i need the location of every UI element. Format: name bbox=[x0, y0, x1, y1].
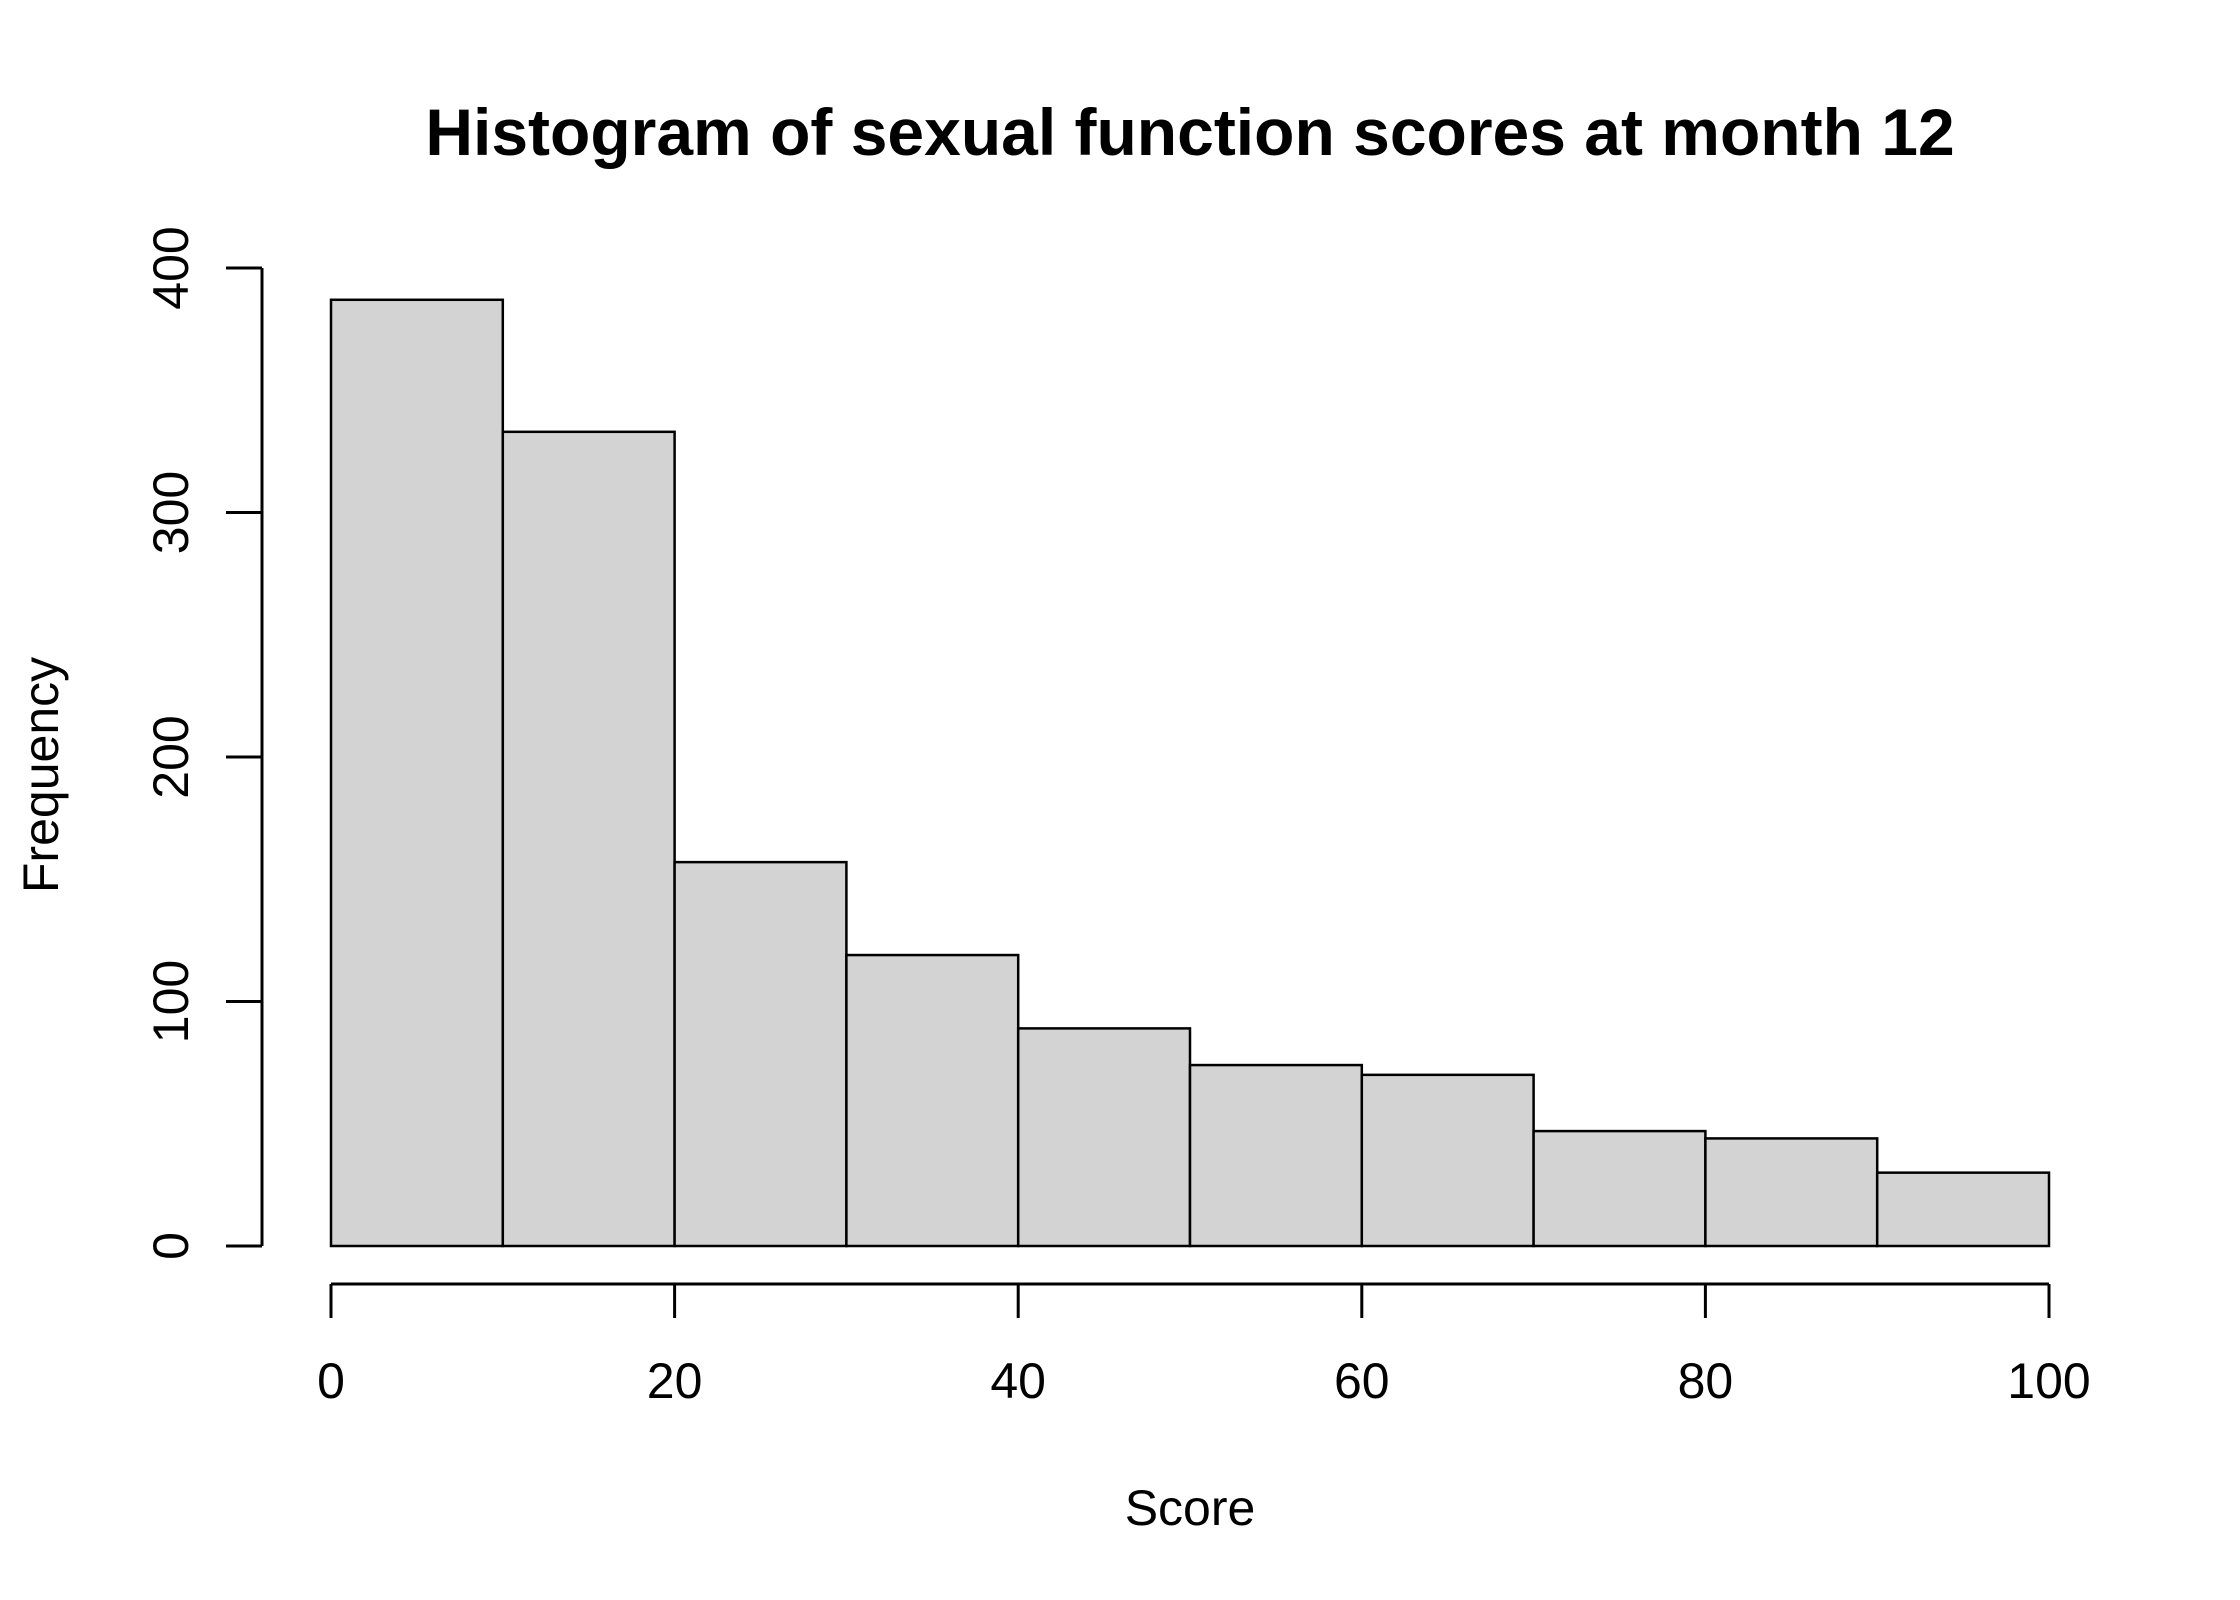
histogram-bars bbox=[329, 298, 2051, 1248]
x-tick-label-60: 60 bbox=[1334, 1353, 1390, 1409]
y-tick-label-0: 0 bbox=[143, 1232, 199, 1260]
histogram-bar-60-70 bbox=[1360, 1073, 1535, 1248]
y-axis-label: Frequency bbox=[13, 657, 69, 893]
histogram-bar-70-80 bbox=[1532, 1129, 1707, 1248]
y-tick-label-200: 200 bbox=[143, 715, 199, 798]
x-tick-label-20: 20 bbox=[647, 1353, 703, 1409]
chart-title: Histogram of sexual function scores at m… bbox=[425, 95, 1954, 169]
histogram-bar-90-100 bbox=[1875, 1171, 2051, 1248]
x-axis-label: Score bbox=[1125, 1480, 1256, 1536]
y-axis: 0 100 200 300 400 bbox=[143, 226, 264, 1260]
x-tick-label-0: 0 bbox=[317, 1353, 345, 1409]
y-tick-label-100: 100 bbox=[143, 960, 199, 1043]
histogram-bar-10-20 bbox=[501, 430, 676, 1248]
x-tick-label-40: 40 bbox=[990, 1353, 1046, 1409]
x-tick-label-100: 100 bbox=[2007, 1353, 2090, 1409]
y-tick-label-300: 300 bbox=[143, 471, 199, 554]
histogram-bar-80-90 bbox=[1704, 1137, 1879, 1248]
histogram-bar-50-60 bbox=[1188, 1063, 1364, 1248]
histogram-bar-20-30 bbox=[673, 860, 848, 1248]
histogram-bar-30-40 bbox=[845, 953, 1020, 1248]
x-axis: 0 20 40 60 80 100 bbox=[317, 1282, 2091, 1409]
histogram-bar-40-50 bbox=[1016, 1027, 1192, 1248]
y-tick-label-400: 400 bbox=[143, 226, 199, 309]
x-tick-label-80: 80 bbox=[1678, 1353, 1734, 1409]
histogram-bar-0-10 bbox=[329, 298, 505, 1248]
